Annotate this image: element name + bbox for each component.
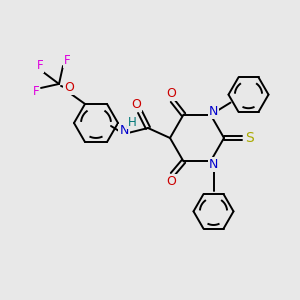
Text: N: N (209, 105, 218, 118)
Text: O: O (167, 87, 176, 100)
Text: O: O (167, 175, 176, 188)
Text: F: F (33, 85, 39, 98)
Text: O: O (64, 81, 74, 94)
Text: F: F (64, 54, 70, 68)
Text: S: S (246, 131, 254, 145)
Text: N: N (209, 158, 218, 171)
Text: O: O (131, 98, 141, 110)
Text: H: H (128, 116, 136, 128)
Text: F: F (37, 59, 43, 72)
Text: N: N (119, 124, 129, 137)
